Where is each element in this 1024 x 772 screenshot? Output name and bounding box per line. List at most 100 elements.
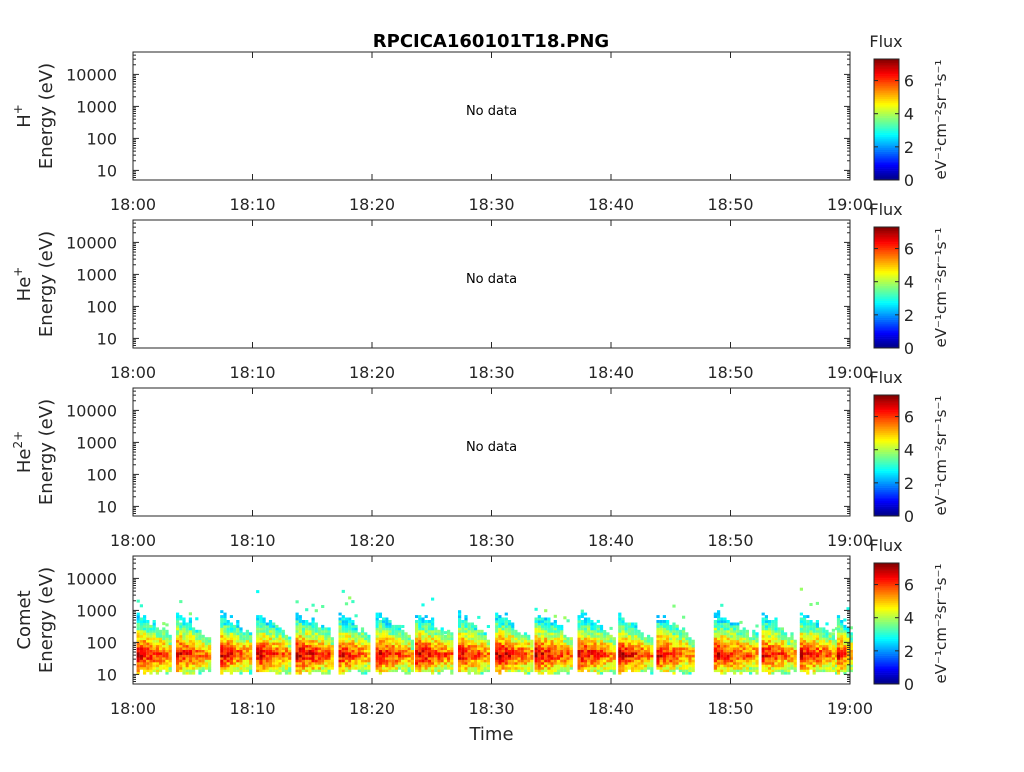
colorbar-tick-label: 4: [904, 273, 914, 292]
colorbar-tick-label: 2: [904, 138, 914, 157]
energy-unit-label: Energy (eV): [36, 567, 57, 673]
colorbar-unit-label: eV⁻¹cm⁻²sr⁻¹s⁻¹: [932, 396, 950, 516]
y-tick-label: 10: [97, 161, 117, 180]
x-axis-label: Time: [468, 724, 513, 745]
y-axis-label: He2+ Energy (eV): [11, 399, 57, 505]
colorbar: 0 2 4 6 Flux eV⁻¹cm⁻²sr⁻¹s⁻¹: [869, 32, 950, 190]
species-charge: +: [11, 104, 25, 114]
burst-16: [761, 612, 797, 675]
x-tick-label: 18:30: [468, 531, 514, 550]
no-data-label: No data: [466, 272, 517, 287]
y-tick-label: 10000: [66, 65, 117, 84]
x-tick-label: 18:40: [588, 195, 634, 214]
burst-17: [799, 587, 839, 675]
x-tick-label: 18:50: [707, 363, 753, 382]
y-axis-ticks: [133, 387, 850, 514]
y-tick-label: 1000: [76, 265, 117, 284]
panel-he2plus: 10 100 1000 10000 18:00 18:10 18:20 18:30 18:40 1…: [11, 368, 950, 550]
burst-11: [534, 607, 573, 675]
y-tick-label: 100: [86, 297, 117, 316]
energy-unit-label: Energy (eV): [36, 399, 57, 505]
colorbar: 0 2 4 6 Flux eV⁻¹cm⁻²sr⁻¹s⁻¹: [869, 368, 950, 526]
colorbar-title: Flux: [869, 200, 902, 219]
burst-4: [256, 590, 292, 675]
energy-unit-label: Energy (eV): [36, 231, 57, 337]
x-tick-label: 18:00: [110, 531, 156, 550]
y-tick-label: 10: [97, 329, 117, 348]
species-label: He+: [11, 267, 35, 302]
colorbar-tick-label: 4: [904, 105, 914, 124]
colorbar-tick-label: 0: [904, 507, 914, 526]
x-tick-label: 18:20: [349, 195, 395, 214]
no-data-label: No data: [466, 440, 517, 455]
x-tick-label: 19:00: [827, 195, 873, 214]
x-tick-label: 18:40: [588, 699, 634, 718]
y-tick-label: 1000: [76, 433, 117, 452]
colorbar-tick-label: 0: [904, 675, 914, 694]
burst-13: [618, 612, 654, 675]
colorbar-frame: [873, 58, 900, 181]
x-tick-label: 18:10: [229, 363, 275, 382]
x-tick-label: 18:00: [110, 363, 156, 382]
colorbar-tick-label: 4: [904, 609, 914, 628]
burst-6: [338, 589, 371, 675]
y-tick-label: 100: [86, 465, 117, 484]
burst-12: [577, 609, 616, 675]
y-tick-label: 10000: [66, 401, 117, 420]
colorbar: 0 2 4 6 Flux eV⁻¹cm⁻²sr⁻¹s⁻¹: [869, 536, 950, 694]
burst-9: [458, 610, 490, 675]
y-axis-label: He+ Energy (eV): [11, 231, 57, 337]
burst-10: [495, 612, 534, 675]
colorbar-title: Flux: [869, 536, 902, 555]
comet-heatmap: [136, 587, 853, 675]
panel-heplus: 10 100 1000 10000 18:00 18:10 18:20 18:30 18:40 1…: [11, 200, 950, 382]
burst-5: [295, 600, 334, 675]
x-tick-label: 18:50: [707, 699, 753, 718]
x-tick-label: 18:20: [349, 363, 395, 382]
y-axis-ticks: [133, 51, 850, 178]
x-tick-label: 18:20: [349, 531, 395, 550]
y-axis-label: CometEnergy (eV): [14, 567, 57, 673]
y-tick-label: 10000: [66, 233, 117, 252]
species-label: Comet: [14, 590, 35, 649]
colorbar: 0 2 4 6 Flux eV⁻¹cm⁻²sr⁻¹s⁻¹: [869, 200, 950, 358]
burst-2: [176, 600, 212, 675]
colorbar-unit-label: eV⁻¹cm⁻²sr⁻¹s⁻¹: [932, 228, 950, 348]
burst-1: [136, 599, 172, 675]
no-data-label: No data: [466, 104, 517, 119]
colorbar-unit-label: eV⁻¹cm⁻²sr⁻¹s⁻¹: [932, 60, 950, 180]
y-tick-label: 10000: [66, 569, 117, 588]
colorbar-tick-label: 2: [904, 642, 914, 661]
x-tick-label: 18:30: [468, 363, 514, 382]
y-tick-label: 10: [97, 665, 117, 684]
colorbar-tick-label: 0: [904, 339, 914, 358]
colorbar-tick-label: 2: [904, 474, 914, 493]
burst-3: [220, 610, 253, 675]
y-tick-label: 100: [86, 129, 117, 148]
y-axis-ticks: [133, 555, 850, 682]
x-tick-label: 18:10: [229, 531, 275, 550]
species-charge: +: [11, 267, 25, 277]
burst-18: [836, 607, 853, 675]
y-tick-label: 1000: [76, 601, 117, 620]
y-tick-label: 10: [97, 497, 117, 516]
x-tick-label: 18:00: [110, 195, 156, 214]
colorbar-tick-label: 6: [904, 72, 914, 91]
y-axis-ticks: [133, 219, 850, 346]
figure-title: RPCICA160101T18.PNG: [372, 31, 610, 52]
colorbar-tick-label: 0: [904, 171, 914, 190]
colorbar-title: Flux: [869, 368, 902, 387]
colorbar-frame: [873, 394, 900, 517]
colorbar-frame: [873, 226, 900, 349]
y-tick-label: 1000: [76, 97, 117, 116]
colorbar-frame: [873, 562, 900, 685]
burst-7: [375, 612, 414, 675]
burst-14: [656, 604, 695, 675]
x-tick-label: 18:50: [707, 531, 753, 550]
x-tick-label: 18:10: [229, 699, 275, 718]
colorbar-tick-label: 2: [904, 306, 914, 325]
x-tick-label: 18:00: [110, 699, 156, 718]
energy-unit-label: Energy (eV): [36, 63, 57, 169]
species-label: He2+: [11, 431, 35, 473]
